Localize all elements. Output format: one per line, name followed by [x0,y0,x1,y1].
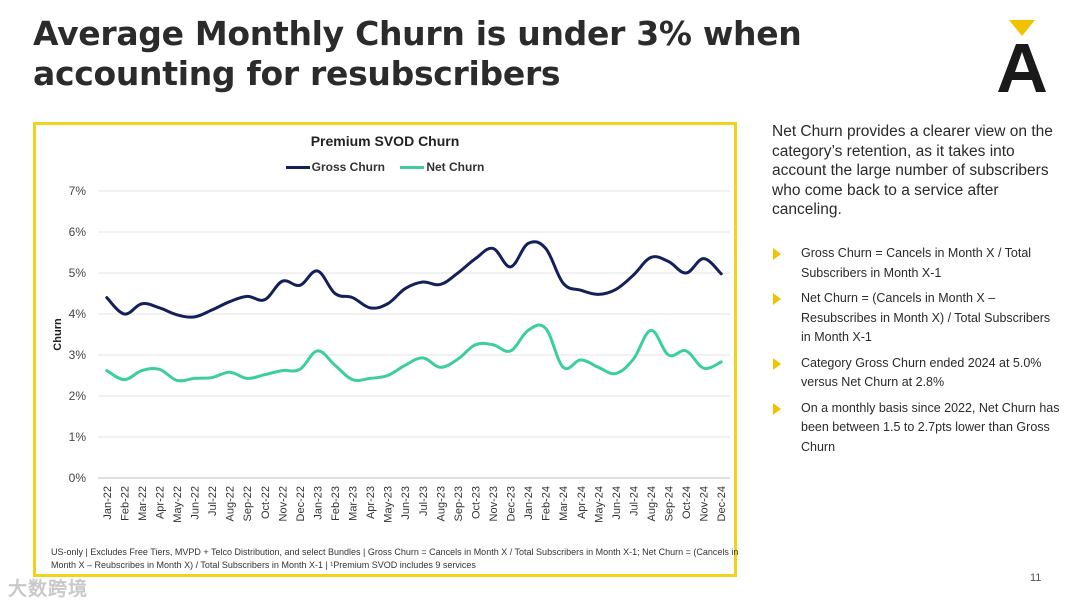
triangle-bullet-icon [773,402,781,415]
y-tick-label: 3% [69,348,87,362]
chart-container: Premium SVOD Churn Gross Churn Net Churn… [33,122,738,577]
x-tick-label: Dec-22 [295,486,307,521]
watermark: 大数跨境 [8,578,89,600]
x-tick-label: Jan-23 [312,486,324,520]
x-tick-label: May-24 [593,486,605,523]
slide-title: Average Monthly Churn is under 3% when a… [33,14,802,93]
triangle-bullet-icon [773,357,781,370]
chart-title: Premium SVOD Churn [310,133,460,149]
y-tick-label: 0% [69,471,87,485]
chart-footnote: US-only | Excludes Free Tiers, MVPD + Te… [51,547,739,570]
x-tick-label: Aug-24 [646,486,658,521]
y-tick-label: 2% [69,389,87,403]
x-tick-label: Oct-22 [260,486,272,519]
bullet-item: On a monthly basis since 2022, Net Churn… [772,399,1062,458]
line-chart: 0% 1% 2% 3% 4% 5% 6% 7% Churn Jan-22 Feb-22 Mar-22 A… [52,184,730,523]
x-tick-label: Feb-23 [330,486,342,521]
x-tick-label: May-23 [383,486,395,523]
x-tick-label: Feb-22 [119,486,131,521]
y-tick-label: 6% [69,225,87,239]
bullet-list: Gross Churn = Cancels in Month X / Total… [772,244,1062,463]
x-tick-label: Sep-23 [453,486,465,521]
logo-accent-triangle [1009,20,1035,36]
legend-item-net: Net Churn [400,160,484,174]
bullet-text: On a monthly basis since 2022, Net Churn… [801,400,1060,454]
x-tick-label: May-22 [172,486,184,523]
y-axis-label: Churn [52,318,64,351]
y-tick-label: 5% [69,266,87,280]
x-tick-label: Mar-24 [558,486,570,521]
triangle-bullet-icon [773,293,781,305]
x-tick-label: Aug-23 [435,486,447,521]
x-tick-label: Dec-23 [506,486,518,521]
y-tick-label: 7% [69,184,87,198]
intro-text: Net Churn provides a clearer view on the… [772,123,1053,218]
brand-logo-icon [998,20,1046,92]
bullet-item: Net Churn = (Cancels in Month X – Resubs… [772,289,1062,348]
x-tick-label: Jul-24 [628,486,640,516]
triangle-bullet-icon [773,248,781,260]
x-tick-label: Mar-22 [137,486,149,521]
legend-label-gross: Gross Churn [311,160,385,174]
x-tick-label: Mar-23 [348,486,360,521]
x-tick-label: Nov-24 [699,486,711,521]
y-tick-label: 4% [69,307,87,321]
x-tick-label: Apr-24 [576,486,588,519]
x-tick-label: Dec-24 [716,486,728,521]
legend-swatch-net [400,166,425,170]
bullet-text: Gross Churn = Cancels in Month X / Total… [801,246,1032,280]
bullet-text: Category Gross Churn ended 2024 at 5.0% … [801,355,1042,390]
x-tick-label: Apr-22 [154,486,166,519]
x-tick-label: Feb-24 [541,486,553,521]
x-tick-label: Jun-22 [190,486,202,520]
x-tick-label: Sep-22 [242,486,254,521]
x-tick-label: Jun-24 [611,486,623,520]
series-line-gross-churn [105,240,723,319]
y-tick-label: 1% [69,430,87,444]
chart-legend: Gross Churn Net Churn [36,160,734,174]
x-tick-label: Jun-23 [400,486,412,520]
x-tick-label: Oct-23 [470,486,482,519]
legend-swatch-gross [285,166,310,170]
x-tick-label: Jan-22 [102,486,114,520]
legend-item-gross: Gross Churn [285,160,385,174]
x-tick-label: Sep-24 [664,486,676,521]
x-tick-label: Apr-23 [365,486,377,519]
x-tick-label: Jul-23 [418,486,430,516]
x-tick-label: Nov-23 [488,486,500,521]
legend-label-net: Net Churn [426,160,485,174]
x-tick-label: Jul-22 [207,486,219,516]
x-tick-label: Aug-22 [225,486,237,521]
bullet-item: Category Gross Churn ended 2024 at 5.0% … [772,354,1062,393]
x-tick-label: Jan-24 [523,486,535,520]
bullet-item: Gross Churn = Cancels in Month X / Total… [772,244,1062,283]
series-line-net-churn [105,323,723,383]
x-tick-label: Nov-22 [277,486,289,521]
x-tick-label: Oct-24 [681,486,693,519]
bullet-text: Net Churn = (Cancels in Month X – Resubs… [801,291,1051,344]
page-number: 11 [1030,572,1042,584]
